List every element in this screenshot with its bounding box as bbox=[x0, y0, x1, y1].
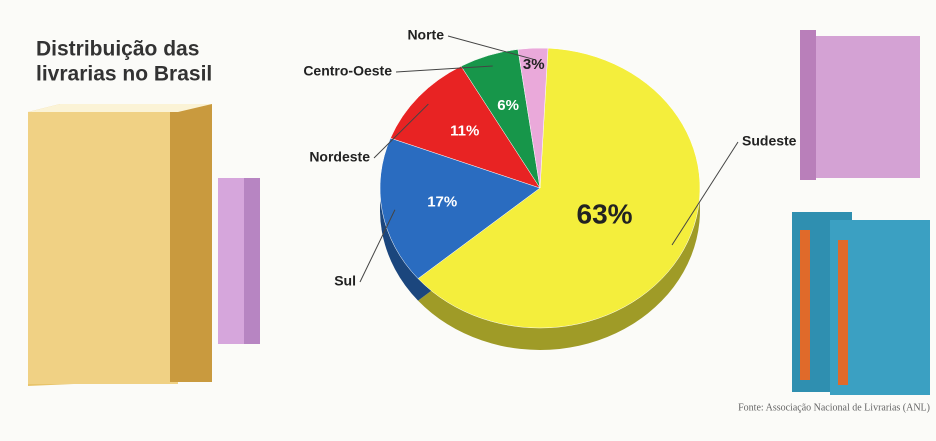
books-right-blue bbox=[792, 212, 930, 395]
leader-line bbox=[373, 103, 429, 159]
leader-line bbox=[395, 65, 493, 73]
value-label: 17% bbox=[427, 194, 457, 211]
pie: 63% 17% 11% 6% 3% bbox=[379, 47, 701, 329]
leader-line bbox=[447, 35, 534, 60]
category-label: Sul bbox=[334, 273, 356, 289]
category-label: Nordeste bbox=[309, 149, 370, 165]
category-label: Norte bbox=[407, 27, 444, 43]
category-label: Centro-Oeste bbox=[303, 63, 392, 79]
slice bbox=[517, 47, 549, 189]
source: Fonte: Associação Nacional de Livrarias … bbox=[738, 402, 930, 413]
book-right-pink bbox=[800, 30, 920, 180]
value-label: 11% bbox=[450, 122, 479, 139]
category-label: Sudeste bbox=[742, 133, 797, 149]
slice bbox=[379, 137, 541, 279]
value-label: 6% bbox=[497, 97, 519, 114]
leader-line bbox=[359, 209, 396, 283]
chart-title: Distribuição das bbox=[36, 38, 199, 61]
book-left bbox=[28, 104, 260, 386]
slice bbox=[417, 47, 701, 329]
leader-line bbox=[671, 141, 739, 246]
value-label: 3% bbox=[523, 56, 545, 73]
chart-title: livrarias no Brasil bbox=[36, 63, 212, 86]
value-label: 63% bbox=[577, 198, 633, 229]
